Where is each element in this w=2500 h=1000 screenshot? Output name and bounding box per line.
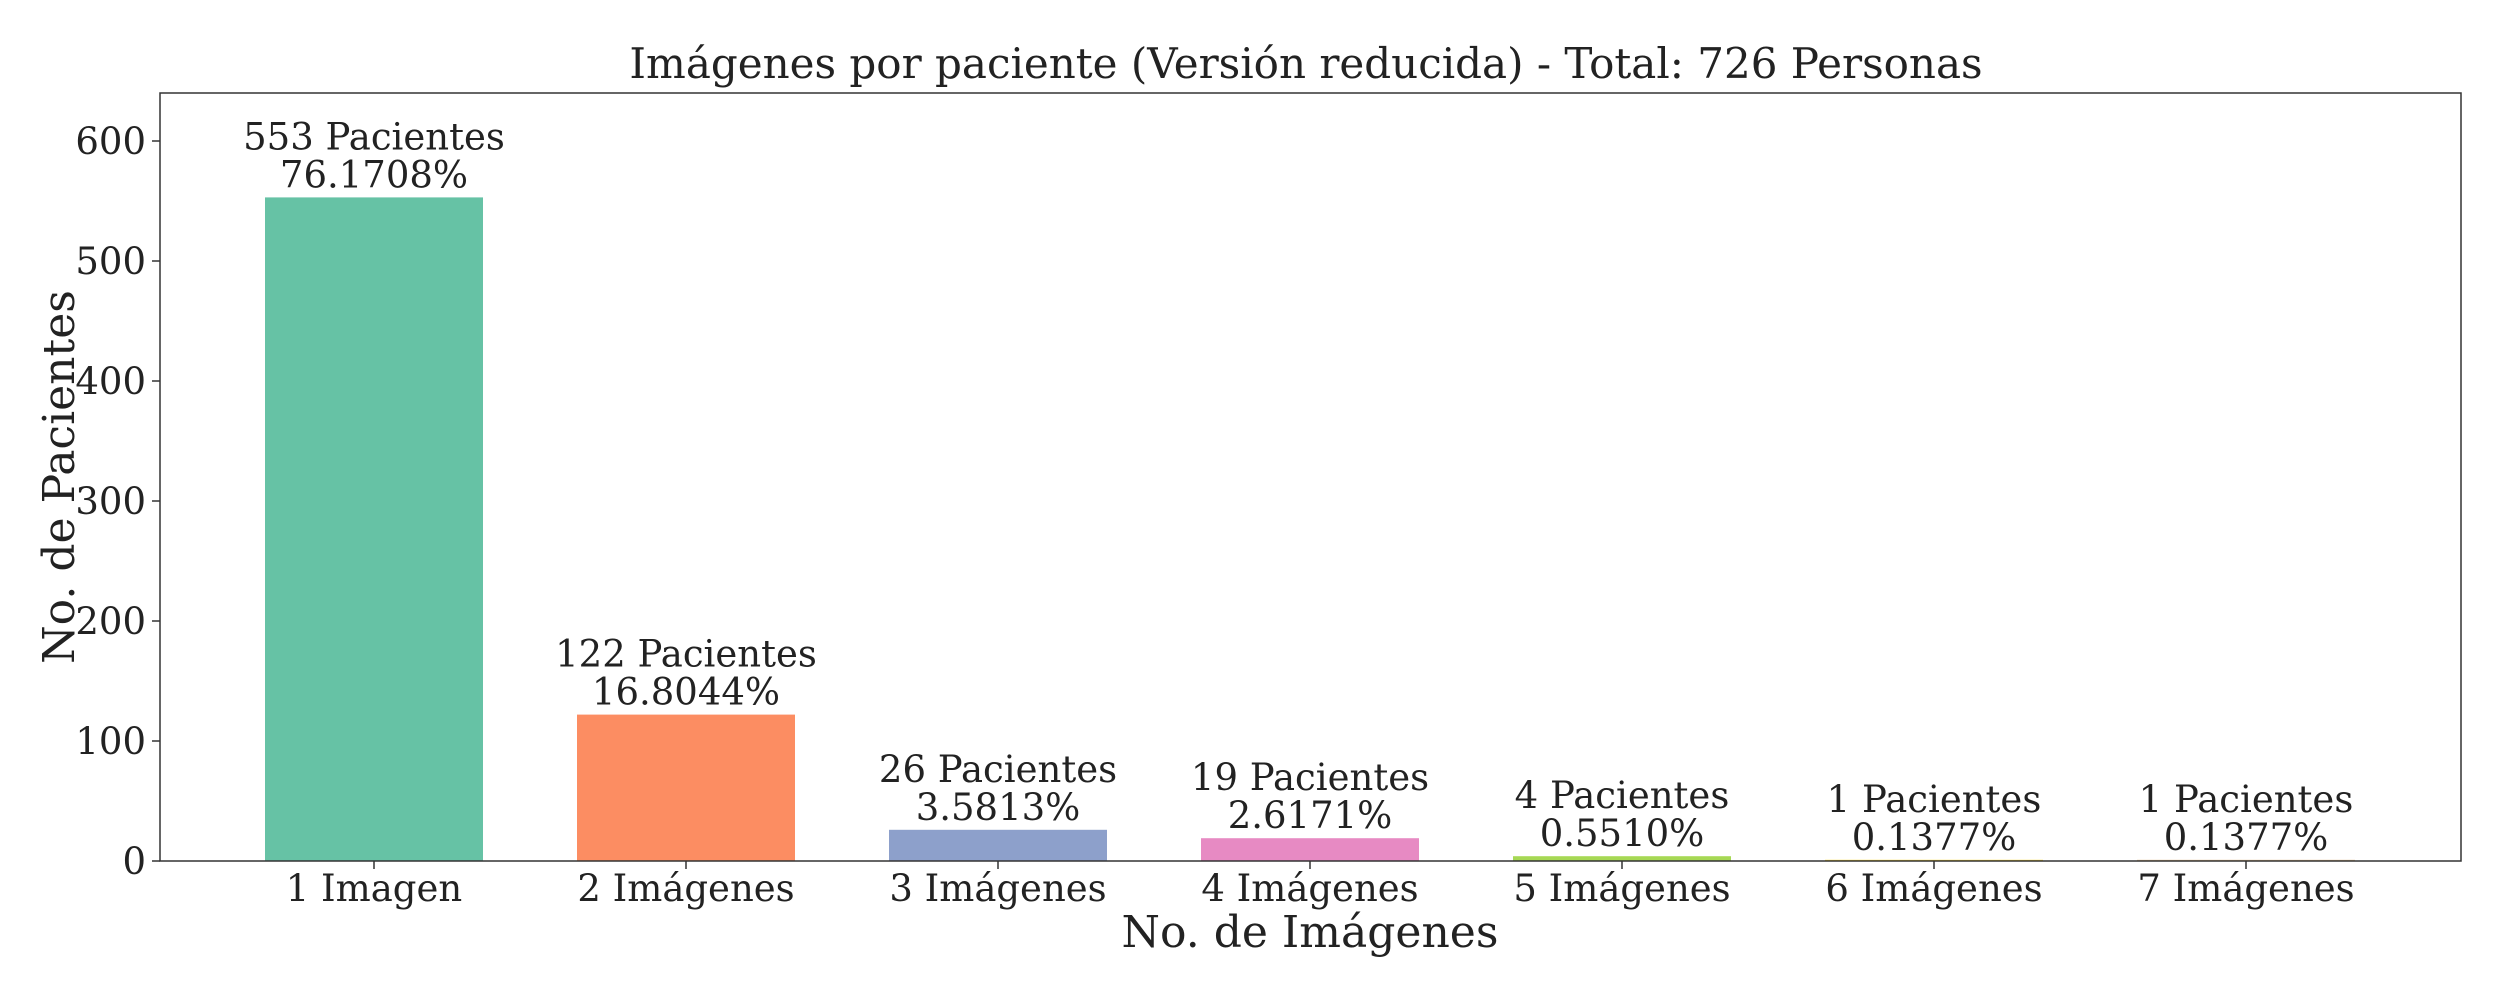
x-axis: 1 Imagen 2 Imágenes 3 Imágenes 4 Imágenes 5 … (286, 861, 2355, 910)
bar-count-label: 1 Pacientes (1827, 778, 2042, 821)
bar-count-label: 122 Pacientes (555, 633, 817, 676)
bar-percent-label: 0.1377% (2164, 816, 2329, 859)
y-tick-label: 300 (75, 480, 146, 523)
bar-percent-label: 76.1708% (280, 153, 468, 196)
bars-group (265, 197, 2355, 861)
bar-2 (577, 714, 795, 861)
chart-title: Imágenes por paciente (Versión reducida)… (629, 39, 1982, 88)
bar-4 (1201, 838, 1419, 861)
x-tick-label: 1 Imagen (286, 867, 462, 910)
y-tick-label: 200 (75, 600, 146, 643)
x-tick-label: 2 Imágenes (577, 867, 794, 910)
y-tick-label: 600 (75, 120, 146, 163)
bar-1 (265, 197, 483, 861)
bar-percent-label: 16.8044% (592, 671, 780, 714)
bar-count-label: 26 Pacientes (879, 748, 1117, 791)
x-tick-label: 3 Imágenes (889, 867, 1106, 910)
bar-percent-label: 3.5813% (916, 786, 1081, 829)
bar-3 (889, 829, 1107, 861)
y-tick-label: 500 (75, 240, 146, 283)
x-tick-label: 4 Imágenes (1201, 867, 1418, 910)
y-axis: 0 100 200 300 400 500 600 (75, 120, 160, 883)
y-tick-label: 0 (122, 840, 146, 883)
bar-count-label: 553 Pacientes (243, 115, 505, 158)
bar-percent-label: 0.1377% (1852, 816, 2017, 859)
x-tick-label: 5 Imágenes (1513, 867, 1730, 910)
y-axis-label: No. de Pacientes (34, 290, 85, 664)
x-tick-label: 6 Imágenes (1825, 867, 2042, 910)
bar-count-label: 4 Pacientes (1515, 774, 1730, 817)
bar-percent-label: 0.5510% (1540, 812, 1705, 855)
bar-percent-label: 2.6171% (1228, 794, 1393, 837)
bar-count-label: 1 Pacientes (2139, 778, 2354, 821)
plot-frame (159, 92, 2462, 862)
x-tick-label: 7 Imágenes (2137, 867, 2354, 910)
bar-5 (1513, 856, 1731, 861)
bar-count-label: 19 Pacientes (1191, 756, 1429, 799)
x-axis-label: No. de Imágenes (1122, 907, 1499, 958)
y-tick-label: 100 (75, 720, 146, 763)
y-tick-label: 400 (75, 360, 146, 403)
